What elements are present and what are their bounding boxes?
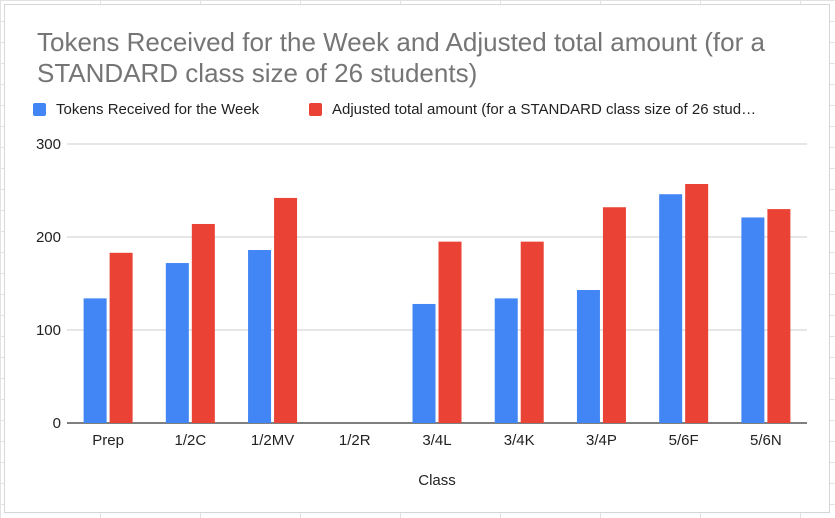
x-axis-title: Class: [418, 472, 456, 489]
bar-tokens[interactable]: [494, 298, 518, 423]
bar-adjusted[interactable]: [767, 209, 791, 423]
x-tick-label: Prep: [92, 432, 124, 449]
y-tick-label: 0: [53, 415, 61, 432]
bar-tokens[interactable]: [659, 194, 683, 423]
plot-area: 0 100 200 300 Prep 1/2C 1/2MV 1/2R 3/4L 3/4K 3/4P…: [36, 136, 807, 489]
x-tick-label: 3/4P: [586, 432, 617, 449]
x-tick-label: 3/4L: [422, 432, 451, 449]
bar-tokens[interactable]: [248, 250, 272, 423]
chart-legend: Tokens Received for the Week Adjusted to…: [33, 101, 813, 125]
y-tick-label: 200: [36, 229, 61, 246]
x-tick-label: 3/4K: [504, 432, 535, 449]
bar-adjusted[interactable]: [520, 241, 544, 423]
bars: [83, 183, 791, 423]
x-axis-tick-labels: Prep 1/2C 1/2MV 1/2R 3/4L 3/4K 3/4P 5/6F 5/6N: [92, 432, 781, 449]
bar-tokens[interactable]: [83, 298, 107, 423]
x-tick-label: 1/2R: [339, 432, 371, 449]
legend-swatch-tokens: [33, 103, 46, 116]
bar-adjusted[interactable]: [191, 223, 215, 423]
bar-adjusted[interactable]: [109, 252, 133, 423]
legend-label-tokens: Tokens Received for the Week: [56, 101, 260, 118]
gridlines: [67, 143, 807, 424]
y-tick-label: 300: [36, 136, 61, 153]
legend-swatch-adjusted: [309, 103, 322, 116]
bar-tokens[interactable]: [412, 303, 436, 423]
y-tick-label: 100: [36, 322, 61, 339]
legend-item-adjusted[interactable]: Adjusted total amount (for a STANDARD cl…: [309, 101, 756, 118]
bar-tokens[interactable]: [576, 290, 600, 423]
bar-adjusted[interactable]: [685, 183, 709, 423]
x-tick-label: 5/6N: [750, 432, 782, 449]
x-tick-label: 1/2C: [174, 432, 206, 449]
legend-label-adjusted: Adjusted total amount (for a STANDARD cl…: [332, 101, 757, 118]
bar-adjusted[interactable]: [438, 241, 462, 423]
bar-adjusted[interactable]: [602, 207, 626, 423]
y-axis-tick-labels: 0 100 200 300: [36, 136, 61, 432]
x-tick-label: 1/2MV: [251, 432, 294, 449]
legend-item-tokens[interactable]: Tokens Received for the Week: [33, 101, 259, 118]
bar-tokens[interactable]: [165, 263, 189, 423]
bar-tokens[interactable]: [741, 217, 765, 423]
x-tick-label: 5/6F: [669, 432, 699, 449]
chart-title: Tokens Received for the Week and Adjuste…: [37, 27, 765, 88]
chart-card[interactable]: Tokens Received for the Week and Adjuste…: [4, 4, 830, 513]
bar-adjusted[interactable]: [274, 197, 298, 423]
